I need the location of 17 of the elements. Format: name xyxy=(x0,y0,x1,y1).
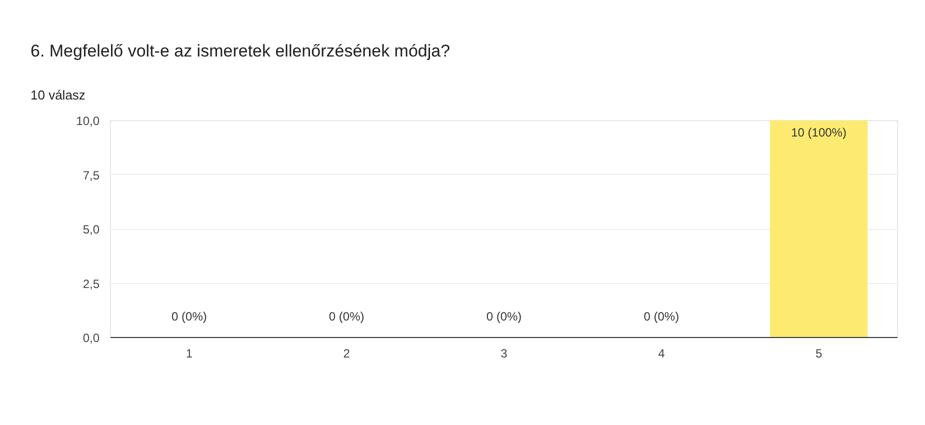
x-tick-label: 1 xyxy=(186,346,193,360)
x-tick-label: 2 xyxy=(343,346,350,360)
x-tick-label: 3 xyxy=(500,346,508,360)
x-tick-label: 5 xyxy=(815,346,822,360)
y-tick-label: 7,5 xyxy=(82,168,100,182)
chart-title: 6. Megfelelő volt-e az ismeretek ellenőrzésének módja? xyxy=(30,42,450,60)
y-tick-label: 2,5 xyxy=(82,276,100,291)
y-tick-label: 0,0 xyxy=(82,331,100,345)
x-tick-label: 4 xyxy=(658,346,666,360)
y-tick-label: 10,0 xyxy=(76,114,100,128)
data-label: 0 (0%) xyxy=(172,310,207,324)
data-label: 10 (100%) xyxy=(791,126,846,140)
data-label: 0 (0%) xyxy=(486,310,522,324)
y-tick-label: 5,0 xyxy=(82,222,100,236)
data-label: 0 (0%) xyxy=(644,310,680,324)
chart-subtitle: 10 válasz xyxy=(30,88,86,102)
data-label: 0 (0%) xyxy=(328,310,364,324)
